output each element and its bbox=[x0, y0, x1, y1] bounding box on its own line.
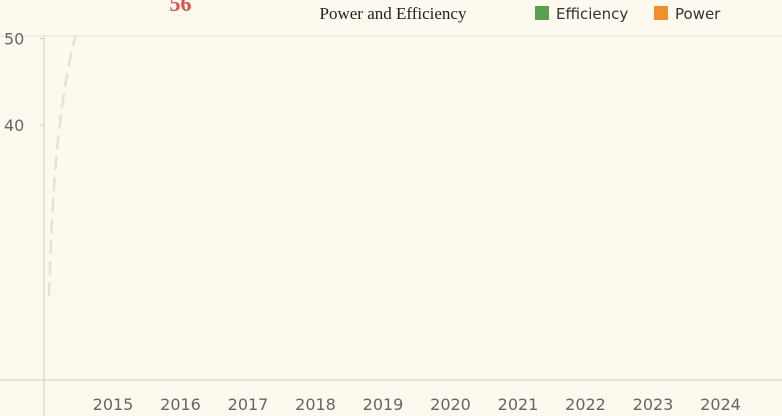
chart-title: Power and Efficiency bbox=[320, 4, 467, 23]
legend-swatch-efficiency bbox=[535, 6, 549, 20]
y-tick-label: 50 bbox=[4, 30, 24, 49]
legend[interactable]: Efficiency Power bbox=[535, 5, 721, 23]
y-tick-label: 40 bbox=[4, 116, 24, 135]
x-tick-label: 2015 bbox=[93, 395, 134, 414]
x-tick-label: 2018 bbox=[295, 395, 336, 414]
x-tick-label: 2017 bbox=[228, 395, 269, 414]
x-tick-label: 2016 bbox=[160, 395, 201, 414]
legend-label-efficiency: Efficiency bbox=[556, 5, 628, 23]
x-tick-label: 2019 bbox=[363, 395, 404, 414]
x-tick-label: 2021 bbox=[498, 395, 539, 414]
legend-swatch-power bbox=[654, 6, 668, 20]
x-tick-label: 2023 bbox=[633, 395, 674, 414]
data-labels: 6756908268100937210790898291908878728760… bbox=[170, 0, 192, 16]
x-tick-label: 2024 bbox=[700, 395, 741, 414]
x-tick-label: 2022 bbox=[565, 395, 606, 414]
x-tick-label: 2020 bbox=[430, 395, 471, 414]
legend-item-power[interactable]: Power bbox=[654, 5, 721, 23]
efficiency-data-label: 56 bbox=[170, 0, 192, 16]
legend-item-efficiency[interactable]: Efficiency bbox=[535, 5, 628, 23]
legend-label-power: Power bbox=[675, 5, 721, 23]
